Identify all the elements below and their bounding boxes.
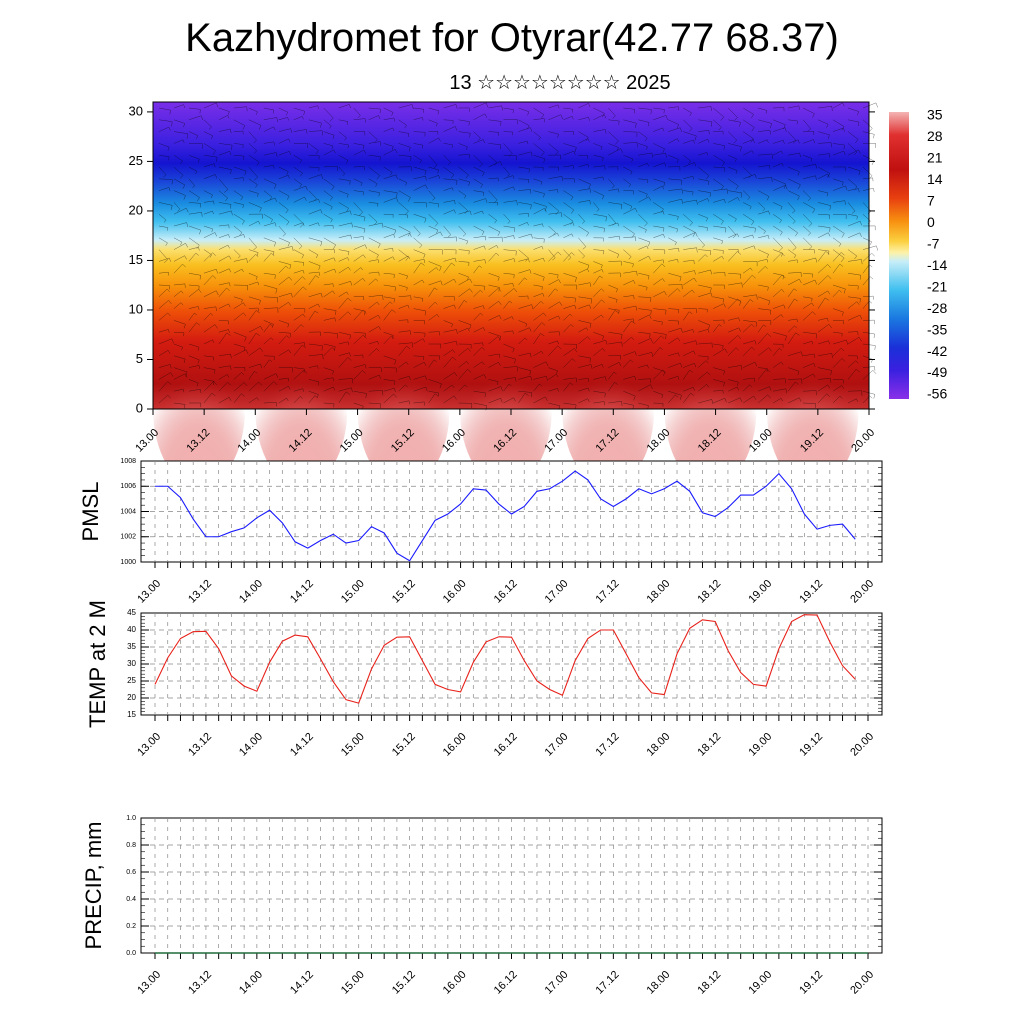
pmsl-panel: 1000 1002 1004 1006 1008 13.00 13.12 14.00 14.12…: [78, 458, 883, 606]
y-tick-label: 1006: [120, 483, 136, 490]
page-subtitle: 13 ☆☆☆☆☆☆☆☆ 2025: [449, 72, 671, 94]
colorbar-label: 28: [927, 128, 943, 144]
x-tick-label: 13.00: [135, 578, 163, 606]
y-axis-label: PRECIP, mm: [81, 822, 106, 950]
x-tick-label: 14.00: [237, 731, 265, 759]
y-tick-label: 25: [129, 153, 143, 168]
y-tick-label: 15: [127, 710, 136, 719]
y-tick-label: 1004: [120, 508, 136, 515]
colorbar-label: 7: [927, 193, 935, 209]
x-tick-label: 20.00: [848, 578, 876, 606]
x-tick-label: 19.00: [746, 731, 774, 759]
wind-barbs: [158, 102, 879, 411]
x-tick-label: 17.12: [594, 969, 622, 997]
y-tick-label: 30: [129, 103, 143, 118]
x-tick-label: 16.12: [492, 731, 520, 759]
temp-panel: 15 20 25 30 35 40 45 13.00 13.12 14.00 14.12 15.00 1…: [85, 600, 883, 759]
y-tick-label: 15: [129, 252, 143, 267]
x-tick-label: 18.12: [695, 731, 723, 759]
x-tick-label: 20.00: [848, 731, 876, 759]
x-tick-label: 17.00: [543, 578, 571, 606]
y-tick-label: 0.2: [126, 923, 136, 930]
pmsl-series-line: [155, 470, 856, 562]
y-tick-label: 1008: [120, 458, 136, 465]
x-tick-label: 15.12: [390, 731, 418, 759]
x-tick-label: 19.00: [746, 969, 774, 997]
y-tick-label: 10: [129, 301, 143, 316]
x-tick-label: 20.00: [848, 969, 876, 997]
colorbar-label: -14: [927, 257, 947, 273]
x-tick-label: 19.00: [746, 578, 774, 606]
x-tick-label: 14.12: [288, 578, 316, 606]
colorbar-label: -49: [927, 364, 947, 380]
x-tick-label: 15.12: [390, 969, 418, 997]
colorbar-label: 21: [927, 150, 943, 166]
y-tick-label: 0.4: [126, 896, 136, 903]
colorbar-label: -28: [927, 300, 947, 316]
x-tick-label: 14.12: [288, 731, 316, 759]
x-tick-label: 15.00: [339, 969, 367, 997]
x-tick-label: 19.12: [797, 578, 825, 606]
y-tick-label: 1000: [120, 559, 136, 566]
x-tick-label: 14.00: [237, 578, 265, 606]
colorbar-label: -7: [927, 235, 940, 251]
x-tick-label: 13.12: [186, 969, 214, 997]
y-tick-label: 20: [127, 693, 136, 702]
x-tick-label: 13.00: [135, 969, 163, 997]
x-tick-label: 18.00: [645, 731, 673, 759]
x-tick-label: 14.12: [288, 969, 316, 997]
y-tick-label: 0: [136, 400, 143, 415]
colorbar-label: -56: [927, 386, 947, 402]
y-tick-label: 40: [127, 625, 136, 634]
y-tick-label: 0.0: [126, 950, 136, 957]
x-tick-label: 16.00: [441, 969, 469, 997]
page-title: Kazhydromet for Otyrar(42.77 68.37): [185, 16, 839, 60]
x-tick-label: 13.12: [186, 731, 214, 759]
x-tick-label: 13.00: [135, 731, 163, 759]
plot-frame: [140, 817, 883, 954]
x-tick-label: 14.00: [237, 969, 265, 997]
x-tick-label: 17.00: [543, 969, 571, 997]
x-tick-label: 15.12: [390, 578, 418, 606]
y-tick-label: 30: [127, 659, 136, 668]
y-axis-label: TEMP at 2 M: [85, 600, 110, 728]
temp-series-line: [154, 614, 856, 704]
colorbar: [889, 112, 909, 399]
x-tick-label: 16.00: [441, 578, 469, 606]
y-tick-label: 25: [127, 676, 136, 685]
colorbar-label: -21: [927, 278, 947, 294]
y-axis-label: PMSL: [78, 482, 103, 542]
colorbar-label: -42: [927, 343, 947, 359]
x-tick-label: 15.00: [339, 731, 367, 759]
x-tick-label: 18.12: [695, 969, 723, 997]
colorbar-label: 35: [927, 107, 943, 123]
y-tick-label: 5: [136, 351, 143, 366]
y-tick-label: 1002: [120, 534, 136, 541]
colorbar-label: 0: [927, 214, 935, 230]
y-tick-label: 35: [127, 642, 136, 651]
x-tick-label: 18.00: [645, 578, 673, 606]
x-tick-label: 17.12: [594, 731, 622, 759]
y-tick-label: 20: [129, 202, 143, 217]
x-tick-label: 16.00: [441, 731, 469, 759]
y-tick-label: 45: [127, 608, 136, 617]
colorbar-label: -35: [927, 321, 947, 337]
precip-panel: 0.0 0.2 0.4 0.6 0.8 1.0 13.00 13.12 14.00 14.12 15…: [81, 815, 883, 997]
colorbar-label: 14: [927, 171, 943, 187]
x-tick-label: 18.12: [695, 578, 723, 606]
y-tick-label: 1.0: [126, 815, 136, 822]
x-tick-label: 13.12: [186, 578, 214, 606]
x-tick-label: 17.00: [543, 731, 571, 759]
x-tick-label: 19.12: [797, 731, 825, 759]
x-tick-label: 15.00: [339, 578, 367, 606]
x-tick-label: 17.12: [594, 578, 622, 606]
y-tick-label: 0.6: [126, 869, 136, 876]
y-tick-label: 0.8: [126, 842, 136, 849]
x-tick-label: 19.12: [797, 969, 825, 997]
x-tick-label: 16.12: [492, 578, 520, 606]
x-tick-label: 16.12: [492, 969, 520, 997]
x-tick-label: 18.00: [645, 969, 673, 997]
